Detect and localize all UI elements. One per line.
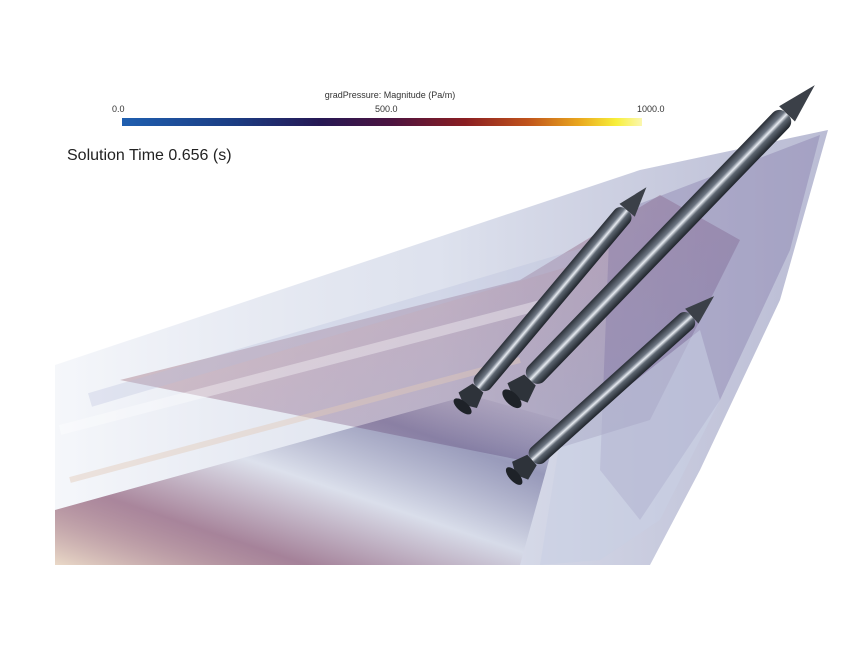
flow-streak xyxy=(69,357,521,483)
flow-streak xyxy=(58,295,562,435)
flow-streak xyxy=(88,243,602,407)
solution-time-label: Solution Time 0.656 (s) xyxy=(67,147,232,164)
colorbar-min-label: 0.0 xyxy=(112,104,125,114)
colorbar-title: gradPressure: Magnitude (Pa/m) xyxy=(324,90,456,100)
large-rocket xyxy=(502,85,815,409)
lower-rocket xyxy=(505,296,715,485)
colorbar xyxy=(122,118,642,126)
colorbar-mid-label: 500.0 xyxy=(375,104,398,114)
lower-shock-sheet xyxy=(540,330,720,565)
upper-rocket xyxy=(453,187,647,415)
colorbar-max-label: 1000.0 xyxy=(637,104,665,114)
